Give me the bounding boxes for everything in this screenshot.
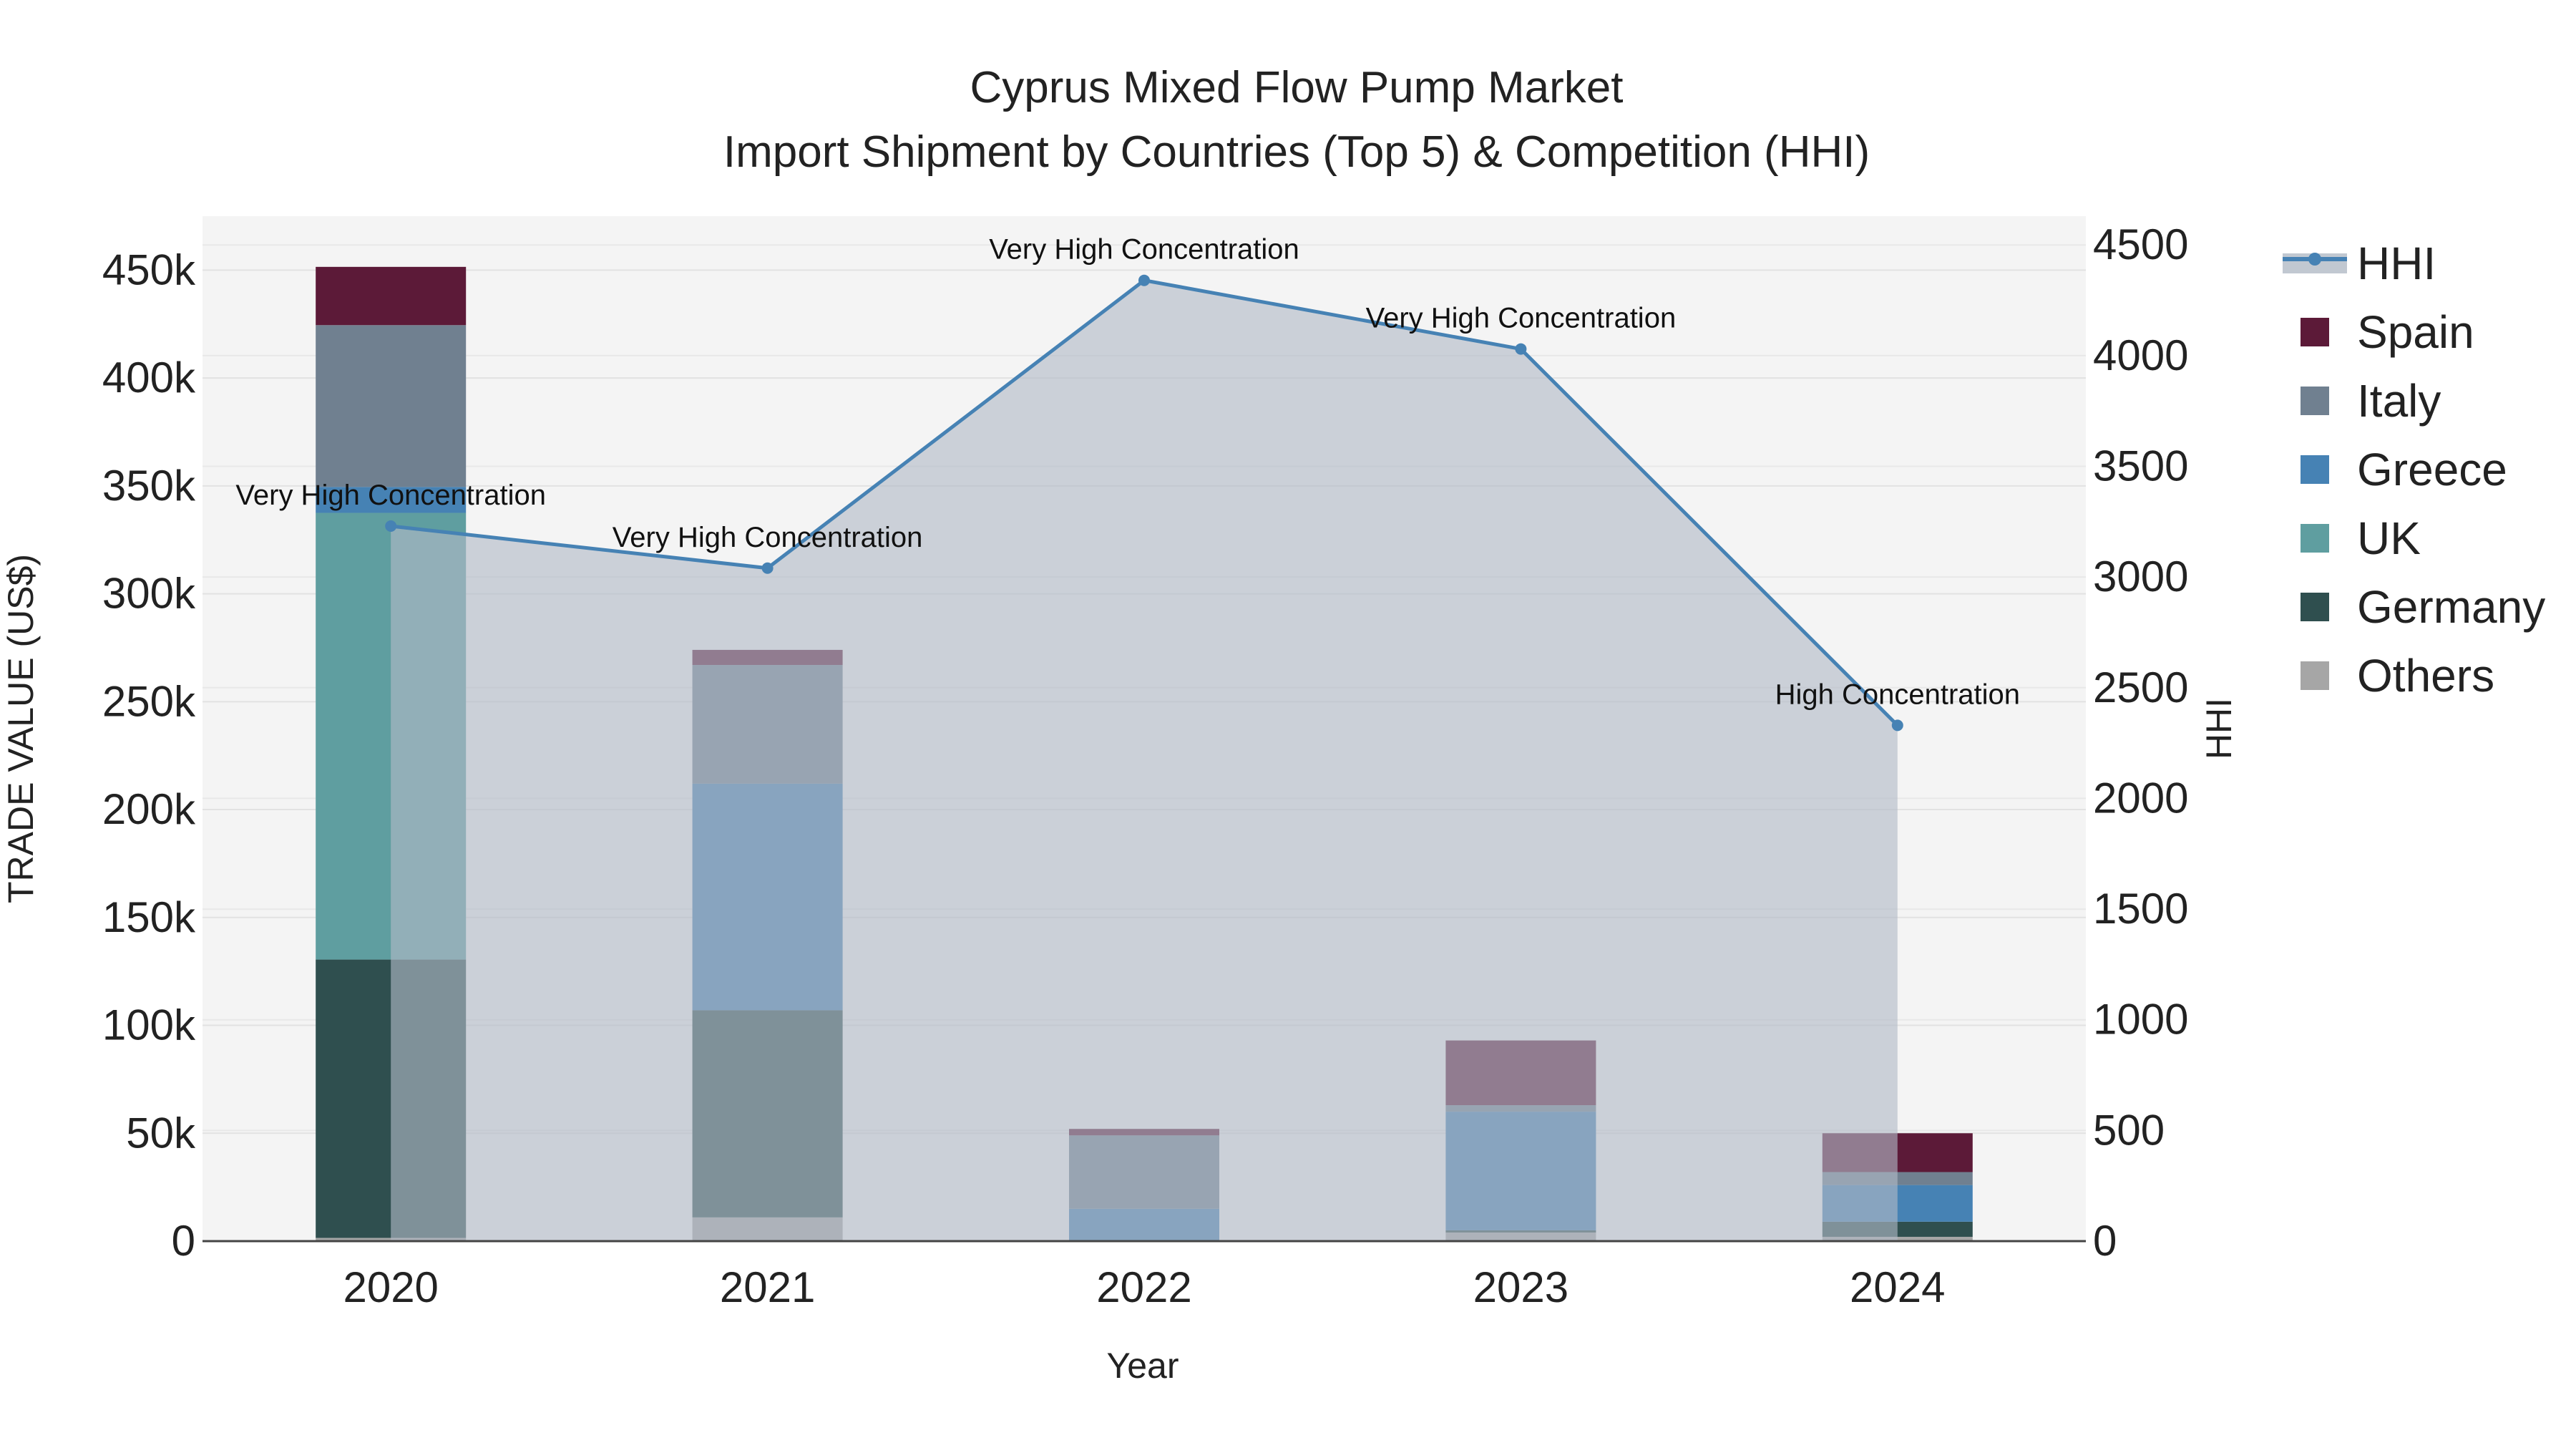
hhi-label-2022: Very High Concentration bbox=[989, 234, 1299, 266]
y-tick-label: 350k bbox=[102, 462, 196, 510]
y2-axis-title: HHI bbox=[2199, 698, 2239, 759]
legend: HHI Spain Italy Greece UK Germany Others bbox=[2283, 238, 2545, 701]
hhi-point-2021 bbox=[761, 562, 774, 574]
hhi-point-2024 bbox=[1891, 719, 1903, 732]
hhi-label-2024: High Concentration bbox=[1775, 679, 2020, 710]
y-tick-label: 300k bbox=[102, 570, 196, 618]
legend-swatch-uk bbox=[2301, 524, 2329, 553]
bar-italy-2020 bbox=[316, 325, 467, 487]
y-tick-label: 50k bbox=[126, 1109, 196, 1157]
legend-swatch-hhi-marker bbox=[2308, 253, 2321, 266]
hhi-point-2020 bbox=[385, 520, 397, 533]
legend-label-uk: UK bbox=[2357, 512, 2421, 564]
legend-label-greece: Greece bbox=[2357, 444, 2507, 495]
x-axis-title: Year bbox=[1106, 1346, 1179, 1386]
hhi-label-2020: Very High Concentration bbox=[235, 480, 546, 511]
y2-tick-label: 500 bbox=[2093, 1106, 2165, 1154]
axes: 2020 2021 2022 2023 2024 0 50k 100k 150k 200k 250k… bbox=[102, 220, 2189, 1311]
y-tick-label: 250k bbox=[102, 677, 196, 725]
y2-tick-label: 4000 bbox=[2093, 331, 2188, 379]
y2-tick-label: 2500 bbox=[2093, 664, 2188, 711]
legend-swatch-spain bbox=[2301, 318, 2329, 346]
legend-swatch-greece bbox=[2301, 455, 2329, 484]
y2-tick-label: 3000 bbox=[2093, 553, 2188, 601]
y-axis-title: TRADE VALUE (US$) bbox=[1, 554, 41, 903]
legend-swatch-italy bbox=[2301, 387, 2329, 415]
hhi-point-2023 bbox=[1515, 343, 1527, 355]
hhi-area-layer bbox=[391, 280, 1898, 1241]
hhi-line-layer: Very High Concentration Very High Concent… bbox=[235, 234, 2020, 732]
x-tick-label-2020: 2020 bbox=[343, 1263, 438, 1311]
y2-tick-label: 4500 bbox=[2093, 220, 2188, 268]
hhi-area bbox=[391, 280, 1898, 1241]
y2-tick-label: 2000 bbox=[2093, 774, 2188, 822]
chart-title-line1: Cyprus Mixed Flow Pump Market bbox=[970, 63, 1623, 112]
bar-spain-2020 bbox=[316, 266, 467, 326]
y2-tick-label: 3500 bbox=[2093, 442, 2188, 490]
hhi-point-2022 bbox=[1138, 274, 1150, 286]
hhi-label-2021: Very High Concentration bbox=[613, 522, 923, 553]
x-tick-label-2023: 2023 bbox=[1473, 1263, 1568, 1311]
legend-swatch-germany bbox=[2301, 593, 2329, 621]
x-tick-label-2021: 2021 bbox=[720, 1263, 815, 1311]
y2-tick-label: 0 bbox=[2093, 1217, 2117, 1265]
y2-tick-label: 1000 bbox=[2093, 996, 2188, 1044]
y-tick-label: 150k bbox=[102, 893, 196, 941]
y-tick-label: 200k bbox=[102, 785, 196, 833]
legend-swatch-others bbox=[2301, 661, 2329, 690]
hhi-label-2023: Very High Concentration bbox=[1366, 303, 1677, 334]
x-tick-label-2024: 2024 bbox=[1850, 1263, 1945, 1311]
y-tick-label: 100k bbox=[102, 1001, 196, 1049]
y-tick-label: 400k bbox=[102, 354, 196, 402]
y2-tick-label: 1500 bbox=[2093, 885, 2188, 933]
legend-label-hhi: HHI bbox=[2357, 238, 2436, 289]
chart-title-line2: Import Shipment by Countries (Top 5) & C… bbox=[723, 127, 1870, 177]
legend-label-others: Others bbox=[2357, 650, 2494, 701]
y-tick-label: 0 bbox=[172, 1217, 195, 1265]
legend-label-germany: Germany bbox=[2357, 581, 2545, 633]
bar-greece-2020 bbox=[316, 487, 467, 513]
y-tick-label: 450k bbox=[102, 246, 196, 293]
legend-label-italy: Italy bbox=[2357, 375, 2441, 427]
x-tick-label-2022: 2022 bbox=[1096, 1263, 1191, 1311]
legend-label-spain: Spain bbox=[2357, 306, 2474, 358]
